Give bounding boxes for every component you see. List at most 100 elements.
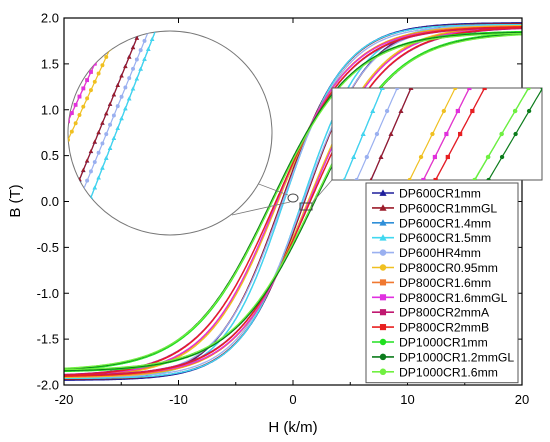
inset-circle-marker bbox=[81, 187, 86, 192]
series-line-12-descending bbox=[64, 32, 522, 369]
inset-circle-marker bbox=[153, 31, 159, 32]
x-tick-label: 10 bbox=[400, 392, 414, 407]
inset-circle-marker bbox=[92, 47, 97, 51]
legend-label: DP1000CR1mm bbox=[399, 336, 488, 350]
y-axis-label: B (T) bbox=[7, 184, 24, 217]
legend-swatch-marker bbox=[379, 353, 387, 361]
inset-rect-marker bbox=[453, 88, 458, 91]
inset-circle-marker bbox=[134, 35, 140, 40]
x-tick-label: -20 bbox=[55, 392, 74, 407]
inset-circle-marker bbox=[68, 205, 71, 210]
inset-circle-marker bbox=[89, 54, 93, 59]
inset-rect-line-12 bbox=[0, 73, 33, 198]
inset-circle-marker bbox=[89, 13, 93, 17]
inset-circle-marker bbox=[100, 63, 105, 68]
inset-circle-marker bbox=[123, 85, 128, 90]
inset-rect-marker bbox=[52, 132, 56, 136]
inset-circle-marker bbox=[69, 47, 74, 52]
legend-swatch-marker bbox=[379, 264, 387, 271]
inset-circle-marker bbox=[104, 155, 109, 160]
legend-item: DP600CR1.4mm bbox=[372, 216, 491, 230]
inset-circle-marker bbox=[111, 135, 117, 140]
inset-circle-marker bbox=[96, 175, 101, 180]
legend-item: DP600CR1mm bbox=[372, 187, 481, 201]
inset-circle-marker bbox=[88, 148, 94, 153]
inset-rect-marker bbox=[9, 109, 13, 113]
inset-rect-marker bbox=[513, 131, 518, 137]
inset-circle-marker bbox=[73, 102, 78, 107]
series-line-12-ascending bbox=[64, 34, 522, 371]
inset-rect-marker bbox=[486, 177, 491, 180]
inset-rect-marker bbox=[472, 177, 477, 180]
inset-rect-marker bbox=[398, 108, 404, 113]
inset-rect-marker bbox=[395, 88, 400, 91]
inset-rect-marker bbox=[370, 108, 376, 113]
inset-circle-marker bbox=[100, 120, 105, 125]
x-tick-label: 20 bbox=[515, 392, 529, 407]
inset-circle-marker bbox=[81, 167, 86, 172]
zoom-region-rect bbox=[299, 202, 313, 211]
inset-circle-marker bbox=[73, 186, 78, 191]
inset-circle-marker bbox=[88, 169, 93, 174]
legend-swatch-marker bbox=[379, 294, 387, 301]
inset-circle-marker bbox=[116, 13, 120, 17]
inset-circle-marker bbox=[73, 40, 78, 45]
inset-rect-marker bbox=[526, 108, 532, 114]
inset-circle-marker bbox=[77, 224, 82, 229]
inset-circle-marker bbox=[112, 9, 116, 13]
inset-circle-marker bbox=[127, 96, 132, 101]
inset-rect-marker bbox=[38, 132, 42, 136]
inset-rect-marker bbox=[408, 88, 414, 90]
legend-item: DP800CR0.95mm bbox=[372, 261, 498, 275]
inset-circle-marker bbox=[150, 0, 154, 2]
legend-swatch-marker bbox=[379, 309, 387, 316]
inset-circle-marker bbox=[100, 31, 105, 36]
inset-rect-zoom bbox=[0, 73, 543, 198]
inset-rect-marker bbox=[342, 177, 346, 180]
inset-circle-marker bbox=[104, 111, 109, 116]
inset-rect-marker bbox=[485, 154, 491, 160]
inset-circle-marker bbox=[73, 40, 78, 45]
inset-circle-marker bbox=[107, 145, 113, 150]
inset-circle-marker bbox=[81, 11, 85, 15]
inset-circle-marker bbox=[138, 66, 143, 71]
inset-circle-marker bbox=[66, 254, 70, 258]
inset-circle-marker bbox=[146, 46, 151, 51]
inset-circle-marker bbox=[68, 54, 70, 59]
inset-rect-marker bbox=[482, 88, 487, 91]
inset-circle-marker bbox=[68, 101, 70, 105]
legend-label: DP1000CR1.2mmGL bbox=[399, 350, 514, 364]
inset-circle-marker bbox=[73, 234, 78, 235]
legend: DP600CR1mmDP600CR1mmGLDP600CR1.4mmDP600C… bbox=[365, 182, 519, 384]
inset-circle-marker bbox=[84, 205, 90, 209]
inset-circle-marker bbox=[112, 9, 116, 13]
legend-label: DP800CR0.95mm bbox=[399, 261, 498, 275]
inset-circle-marker bbox=[85, 62, 89, 67]
inset-circle-marker bbox=[88, 88, 93, 93]
inset-circle-marker bbox=[85, 96, 90, 101]
inset-rect-marker bbox=[499, 131, 504, 137]
inset-rect-marker bbox=[52, 132, 56, 136]
inset-rect-line-9 bbox=[6, 73, 73, 198]
inset-circle-marker bbox=[77, 33, 82, 38]
inset-circle-marker bbox=[69, 47, 74, 52]
inset-rect-marker bbox=[23, 86, 27, 90]
inset-circle-marker bbox=[165, 0, 169, 2]
legend-label: DP800CR2mmB bbox=[399, 321, 489, 335]
inset-circle-marker bbox=[73, 121, 78, 126]
legend-label: DP800CR1.6mmGL bbox=[399, 291, 508, 305]
inset-circle-marker bbox=[165, 0, 169, 2]
inset-circle-marker bbox=[69, 93, 74, 98]
inset-circle-marker bbox=[120, 22, 124, 26]
inset-circle-marker bbox=[119, 73, 124, 78]
axes: -20 -10 0 10 20 -2.0 -1.5 -1.0 -0.5 0.0 0.5 1.0 1.5 2… bbox=[37, 11, 530, 408]
inset-rect-marker bbox=[14, 178, 18, 182]
inset-rect-marker bbox=[29, 178, 33, 182]
legend-item: DP800CR2mmB bbox=[372, 321, 489, 335]
inset-rect-marker bbox=[369, 177, 373, 180]
inset-circle-zoom bbox=[66, 0, 273, 258]
inset-rect-marker bbox=[63, 86, 67, 90]
legend-item: DP1000CR1.6mm bbox=[372, 365, 498, 379]
inset-circle-marker bbox=[73, 85, 78, 90]
inset-circle-marker bbox=[74, 25, 78, 29]
